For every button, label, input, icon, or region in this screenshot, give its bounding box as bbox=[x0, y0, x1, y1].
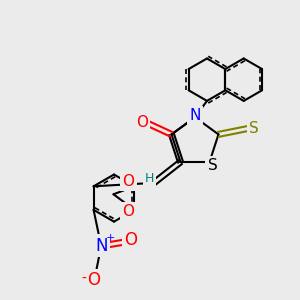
Text: O: O bbox=[124, 231, 137, 249]
Text: -: - bbox=[81, 272, 86, 286]
Text: O: O bbox=[122, 174, 134, 189]
Text: +: + bbox=[106, 233, 115, 243]
Text: N: N bbox=[189, 108, 201, 123]
Text: S: S bbox=[249, 121, 259, 136]
Text: S: S bbox=[208, 158, 218, 173]
Text: O: O bbox=[87, 272, 100, 290]
Text: H: H bbox=[145, 172, 154, 185]
Text: O: O bbox=[122, 204, 134, 219]
Text: N: N bbox=[95, 237, 107, 255]
Text: O: O bbox=[136, 116, 148, 130]
